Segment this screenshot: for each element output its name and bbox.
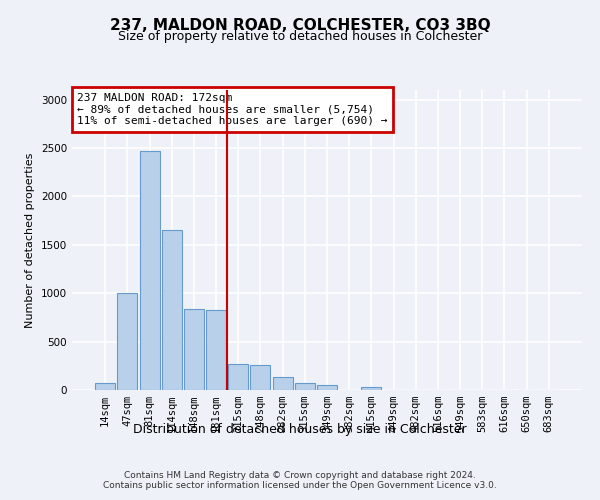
Text: 237, MALDON ROAD, COLCHESTER, CO3 3BQ: 237, MALDON ROAD, COLCHESTER, CO3 3BQ: [110, 18, 490, 32]
Bar: [118, 293, 137, 390]
Bar: [317, 384, 337, 390]
Y-axis label: Number of detached properties: Number of detached properties: [25, 152, 35, 328]
Bar: [184, 308, 204, 390]
Bar: [95, 382, 115, 390]
Bar: [206, 310, 226, 390]
Bar: [140, 151, 160, 390]
Text: 237 MALDON ROAD: 172sqm
← 89% of detached houses are smaller (5,754)
11% of semi: 237 MALDON ROAD: 172sqm ← 89% of detache…: [77, 93, 388, 126]
Bar: [250, 366, 271, 390]
Text: Distribution of detached houses by size in Colchester: Distribution of detached houses by size …: [133, 422, 467, 436]
Bar: [162, 230, 182, 390]
Bar: [272, 378, 293, 390]
Text: Size of property relative to detached houses in Colchester: Size of property relative to detached ho…: [118, 30, 482, 43]
Bar: [228, 364, 248, 390]
Bar: [295, 383, 315, 390]
Text: Contains HM Land Registry data © Crown copyright and database right 2024.
Contai: Contains HM Land Registry data © Crown c…: [103, 470, 497, 490]
Bar: [361, 387, 382, 390]
